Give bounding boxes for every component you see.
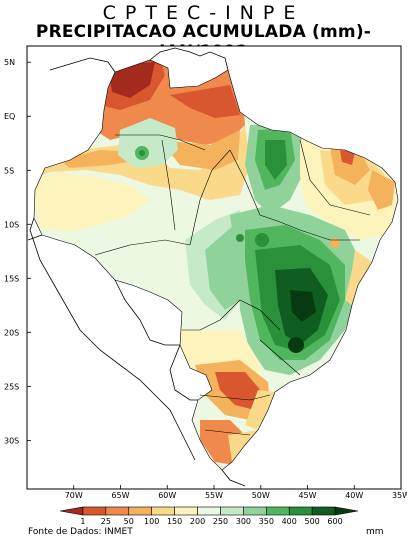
legend-label: 300 (236, 517, 251, 526)
legend-label: 25 (101, 517, 111, 526)
lat-tick-label: 30S (4, 436, 19, 445)
color-legend: 1 25 50 100 150 200 250 300 350 400 500 600 (59, 506, 359, 526)
legend-swatch (288, 506, 313, 516)
legend-label: 1 (80, 517, 85, 526)
legend-label: 350 (259, 517, 274, 526)
lat-tick-label: 15S (4, 274, 19, 283)
legend-swatch (128, 506, 152, 516)
lon-tick-label: 60W (158, 491, 176, 500)
legend-label: 200 (190, 517, 205, 526)
legend-label: 150 (167, 517, 182, 526)
axis-ticks: 70W 65W 60W 55W 50W 45W 40W 35W 5N EQ 5S 10S 15S 20S 2… (4, 58, 407, 500)
legend-label: 600 (327, 517, 342, 526)
legend-swatch (105, 506, 130, 516)
lon-tick-label: 45W (298, 491, 316, 500)
legend-swatch (197, 506, 221, 516)
legend-swatch (151, 506, 175, 516)
lon-tick-label: 35W (392, 491, 407, 500)
legend-label: 500 (305, 517, 320, 526)
legend-label: 400 (282, 517, 297, 526)
lat-tick-label: 20S (4, 328, 19, 337)
lat-tick-label: 5S (4, 166, 14, 175)
legend-label: 250 (213, 517, 228, 526)
lat-tick-label: EQ (4, 112, 15, 121)
legend-swatch (334, 506, 359, 516)
lon-tick-label: 50W (252, 491, 270, 500)
state-borders (33, 59, 399, 471)
lat-tick-label: 25S (4, 382, 19, 391)
legend-swatch (82, 506, 107, 516)
legend-swatch (220, 506, 244, 516)
legend-label: 100 (144, 517, 159, 526)
lon-tick-label: 70W (65, 491, 83, 500)
legend-swatch (174, 506, 198, 516)
data-source-footnote: Fonte de Dados: INMET (28, 527, 133, 537)
legend-swatch (311, 506, 336, 516)
lat-tick-label: 5N (4, 58, 15, 67)
org-title: CPTEC-INPE (102, 2, 305, 24)
lat-tick-label: 10S (4, 220, 19, 229)
legend-label: 50 (124, 517, 134, 526)
country-borders (27, 47, 246, 487)
legend-swatch (243, 506, 267, 516)
lon-tick-label: 40W (345, 491, 363, 500)
legend-swatch (266, 506, 290, 516)
lon-tick-label: 65W (111, 491, 129, 500)
lon-tick-label: 55W (205, 491, 223, 500)
legend-unit: mm (366, 527, 384, 537)
legend-swatch (59, 506, 84, 516)
